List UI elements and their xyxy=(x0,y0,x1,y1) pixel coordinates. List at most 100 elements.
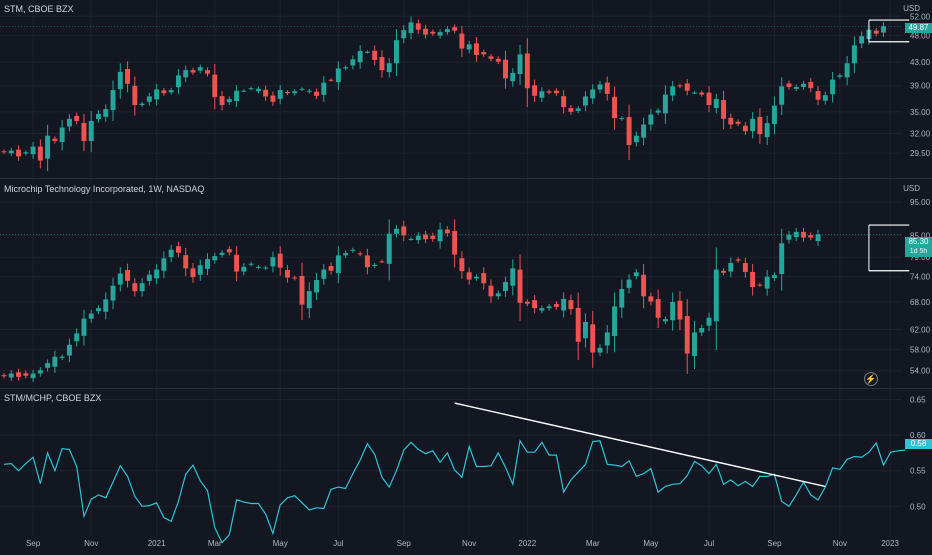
candle-body-1-94 xyxy=(684,316,690,354)
candle-body-1-51 xyxy=(372,264,378,267)
candle-body-1-59 xyxy=(430,235,436,239)
y-tick-label-1-5: 79.00 xyxy=(910,253,931,262)
candle-body-0-47 xyxy=(343,67,349,69)
candle-body-1-18 xyxy=(132,283,138,292)
candle-body-1-10 xyxy=(74,333,80,342)
candle-body-0-10 xyxy=(74,115,80,121)
y-tick-label-2-1: 0.55 xyxy=(910,467,926,476)
candle-body-1-80 xyxy=(582,321,588,339)
candle-body-1-63 xyxy=(459,258,465,272)
candle-body-1-68 xyxy=(495,293,501,297)
candle-body-1-54 xyxy=(394,228,399,234)
candle-body-1-36 xyxy=(263,267,269,269)
candle-body-1-69 xyxy=(503,282,508,291)
candle-body-0-44 xyxy=(321,82,327,95)
lightning-icon[interactable]: ⚡ xyxy=(864,372,878,386)
candle-body-0-107 xyxy=(779,86,785,105)
pane-divider-2[interactable] xyxy=(0,388,932,389)
candle-body-1-98 xyxy=(713,269,719,322)
candle-body-0-90 xyxy=(655,110,661,113)
candle-body-0-100 xyxy=(728,117,734,125)
x-tick-label-10: May xyxy=(643,539,658,548)
candle-body-0-103 xyxy=(750,118,756,132)
candle-body-0-77 xyxy=(561,96,567,108)
candle-body-1-112 xyxy=(815,234,821,242)
candle-body-0-48 xyxy=(350,59,356,66)
candle-body-0-21 xyxy=(154,89,160,100)
candle-body-0-109 xyxy=(793,86,799,89)
stm-last-price: 49.87 xyxy=(908,23,929,32)
candle-body-1-48 xyxy=(350,249,356,251)
candle-body-1-71 xyxy=(517,269,523,303)
candle-body-0-68 xyxy=(495,58,501,62)
candle-body-1-92 xyxy=(670,301,676,321)
y-tick-label-0-2: 35.00 xyxy=(910,108,931,117)
candle-body-0-73 xyxy=(532,85,538,96)
candle-body-0-39 xyxy=(284,92,290,94)
candle-body-0-91 xyxy=(662,94,668,114)
candle-body-0-20 xyxy=(146,96,152,102)
candle-body-1-91 xyxy=(662,319,668,322)
candle-body-1-78 xyxy=(568,300,574,310)
candle-body-0-121 xyxy=(880,26,886,33)
candle-body-0-7 xyxy=(52,138,58,142)
candle-body-0-118 xyxy=(859,36,865,44)
x-tick-label-4: May xyxy=(273,539,288,548)
candle-body-0-46 xyxy=(335,68,341,83)
candle-body-0-15 xyxy=(110,90,116,111)
candle-body-1-60 xyxy=(437,229,443,242)
x-tick-label-2: 2021 xyxy=(148,539,166,548)
candle-body-1-16 xyxy=(117,273,123,285)
y-tick-label-0-0: 29.50 xyxy=(910,149,931,158)
candle-body-0-27 xyxy=(197,67,203,71)
candle-body-0-37 xyxy=(270,95,276,102)
candle-body-0-40 xyxy=(292,91,298,94)
candle-body-0-42 xyxy=(306,90,312,92)
candle-body-1-21 xyxy=(154,269,160,279)
x-tick-label-6: Sep xyxy=(397,539,412,548)
candle-body-1-49 xyxy=(357,253,363,255)
candle-body-1-87 xyxy=(633,272,639,277)
candle-body-1-93 xyxy=(677,300,683,320)
candle-body-0-43 xyxy=(314,91,320,96)
candle-body-1-11 xyxy=(81,318,87,336)
candle-body-0-5 xyxy=(37,146,43,161)
x-tick-label-5: Jul xyxy=(333,539,343,548)
candle-body-1-15 xyxy=(110,285,116,301)
candle-body-0-33 xyxy=(241,90,247,92)
candle-body-1-4 xyxy=(30,373,36,379)
candle-body-0-94 xyxy=(684,83,690,91)
y-tick-label-1-7: 95.00 xyxy=(910,198,931,207)
y-tick-label-2-0: 0.50 xyxy=(910,502,926,511)
candle-body-1-46 xyxy=(335,255,341,274)
candle-body-0-29 xyxy=(212,74,218,98)
x-tick-label-13: Nov xyxy=(833,539,847,548)
candle-body-1-30 xyxy=(219,252,225,255)
pane-divider-1[interactable] xyxy=(0,178,932,179)
candle-body-1-66 xyxy=(481,273,487,284)
candle-body-0-57 xyxy=(415,23,421,30)
candle-body-1-42 xyxy=(306,291,312,309)
candle-body-0-97 xyxy=(706,92,712,106)
y-tick-label-1-0: 54.00 xyxy=(910,367,931,376)
candle-body-0-82 xyxy=(597,84,603,90)
candle-body-1-7 xyxy=(52,356,58,367)
candle-body-1-0 xyxy=(1,375,7,377)
candle-body-0-22 xyxy=(161,90,167,94)
y-tick-label-0-6: 52.00 xyxy=(910,12,931,21)
candle-body-0-51 xyxy=(372,50,378,60)
candle-body-0-6 xyxy=(45,135,51,159)
y-tick-label-1-2: 62.00 xyxy=(910,326,931,335)
candle-body-1-12 xyxy=(88,313,94,319)
y-tick-label-1-6: 85.00 xyxy=(910,231,931,240)
candle-body-0-16 xyxy=(117,71,123,90)
candle-body-1-50 xyxy=(364,255,370,268)
candle-body-0-106 xyxy=(771,105,777,125)
candle-body-0-70 xyxy=(510,73,516,82)
candle-body-1-37 xyxy=(270,257,276,267)
candle-body-1-6 xyxy=(45,363,51,368)
candle-body-0-84 xyxy=(612,96,618,119)
candle-body-1-104 xyxy=(757,284,763,286)
